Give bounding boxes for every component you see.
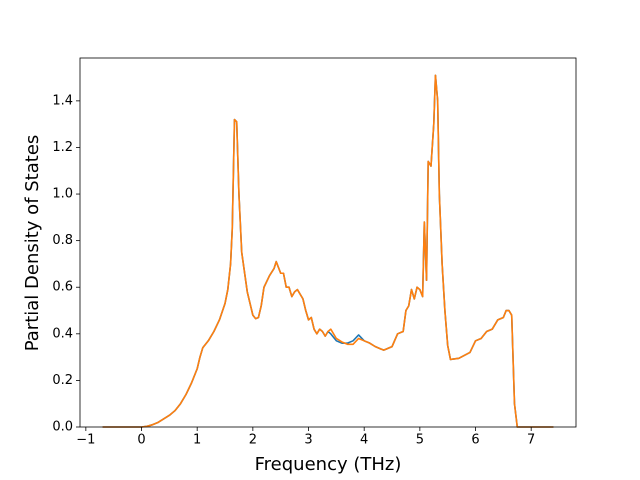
x-tick-label: 1 bbox=[193, 433, 201, 448]
y-tick-label: 0.4 bbox=[52, 326, 73, 341]
y-tick-label: 0.0 bbox=[52, 420, 73, 435]
x-tick-label: 3 bbox=[304, 433, 312, 448]
y-tick-label: 0.8 bbox=[52, 233, 73, 248]
x-tick-label: 2 bbox=[249, 433, 257, 448]
plot-frame bbox=[79, 57, 577, 428]
y-tick-label: 1.4 bbox=[52, 93, 73, 108]
x-tick-label: 7 bbox=[527, 433, 535, 448]
x-tick-label: −1 bbox=[76, 433, 95, 448]
y-tick-label: 0.2 bbox=[52, 373, 73, 388]
x-tick-label: 0 bbox=[137, 433, 145, 448]
y-tick-label: 1.0 bbox=[52, 187, 73, 202]
x-tick-label: 5 bbox=[416, 433, 424, 448]
y-tick-label: 1.2 bbox=[52, 140, 73, 155]
x-axis-label: Frequency (THz) bbox=[255, 454, 402, 475]
y-tick-label: 0.6 bbox=[52, 280, 73, 295]
data-line bbox=[102, 74, 554, 428]
x-tick-label: 6 bbox=[471, 433, 479, 448]
y-axis-label: Partial Density of States bbox=[22, 135, 43, 352]
x-tick-label: 4 bbox=[360, 433, 368, 448]
data-line bbox=[102, 74, 554, 428]
